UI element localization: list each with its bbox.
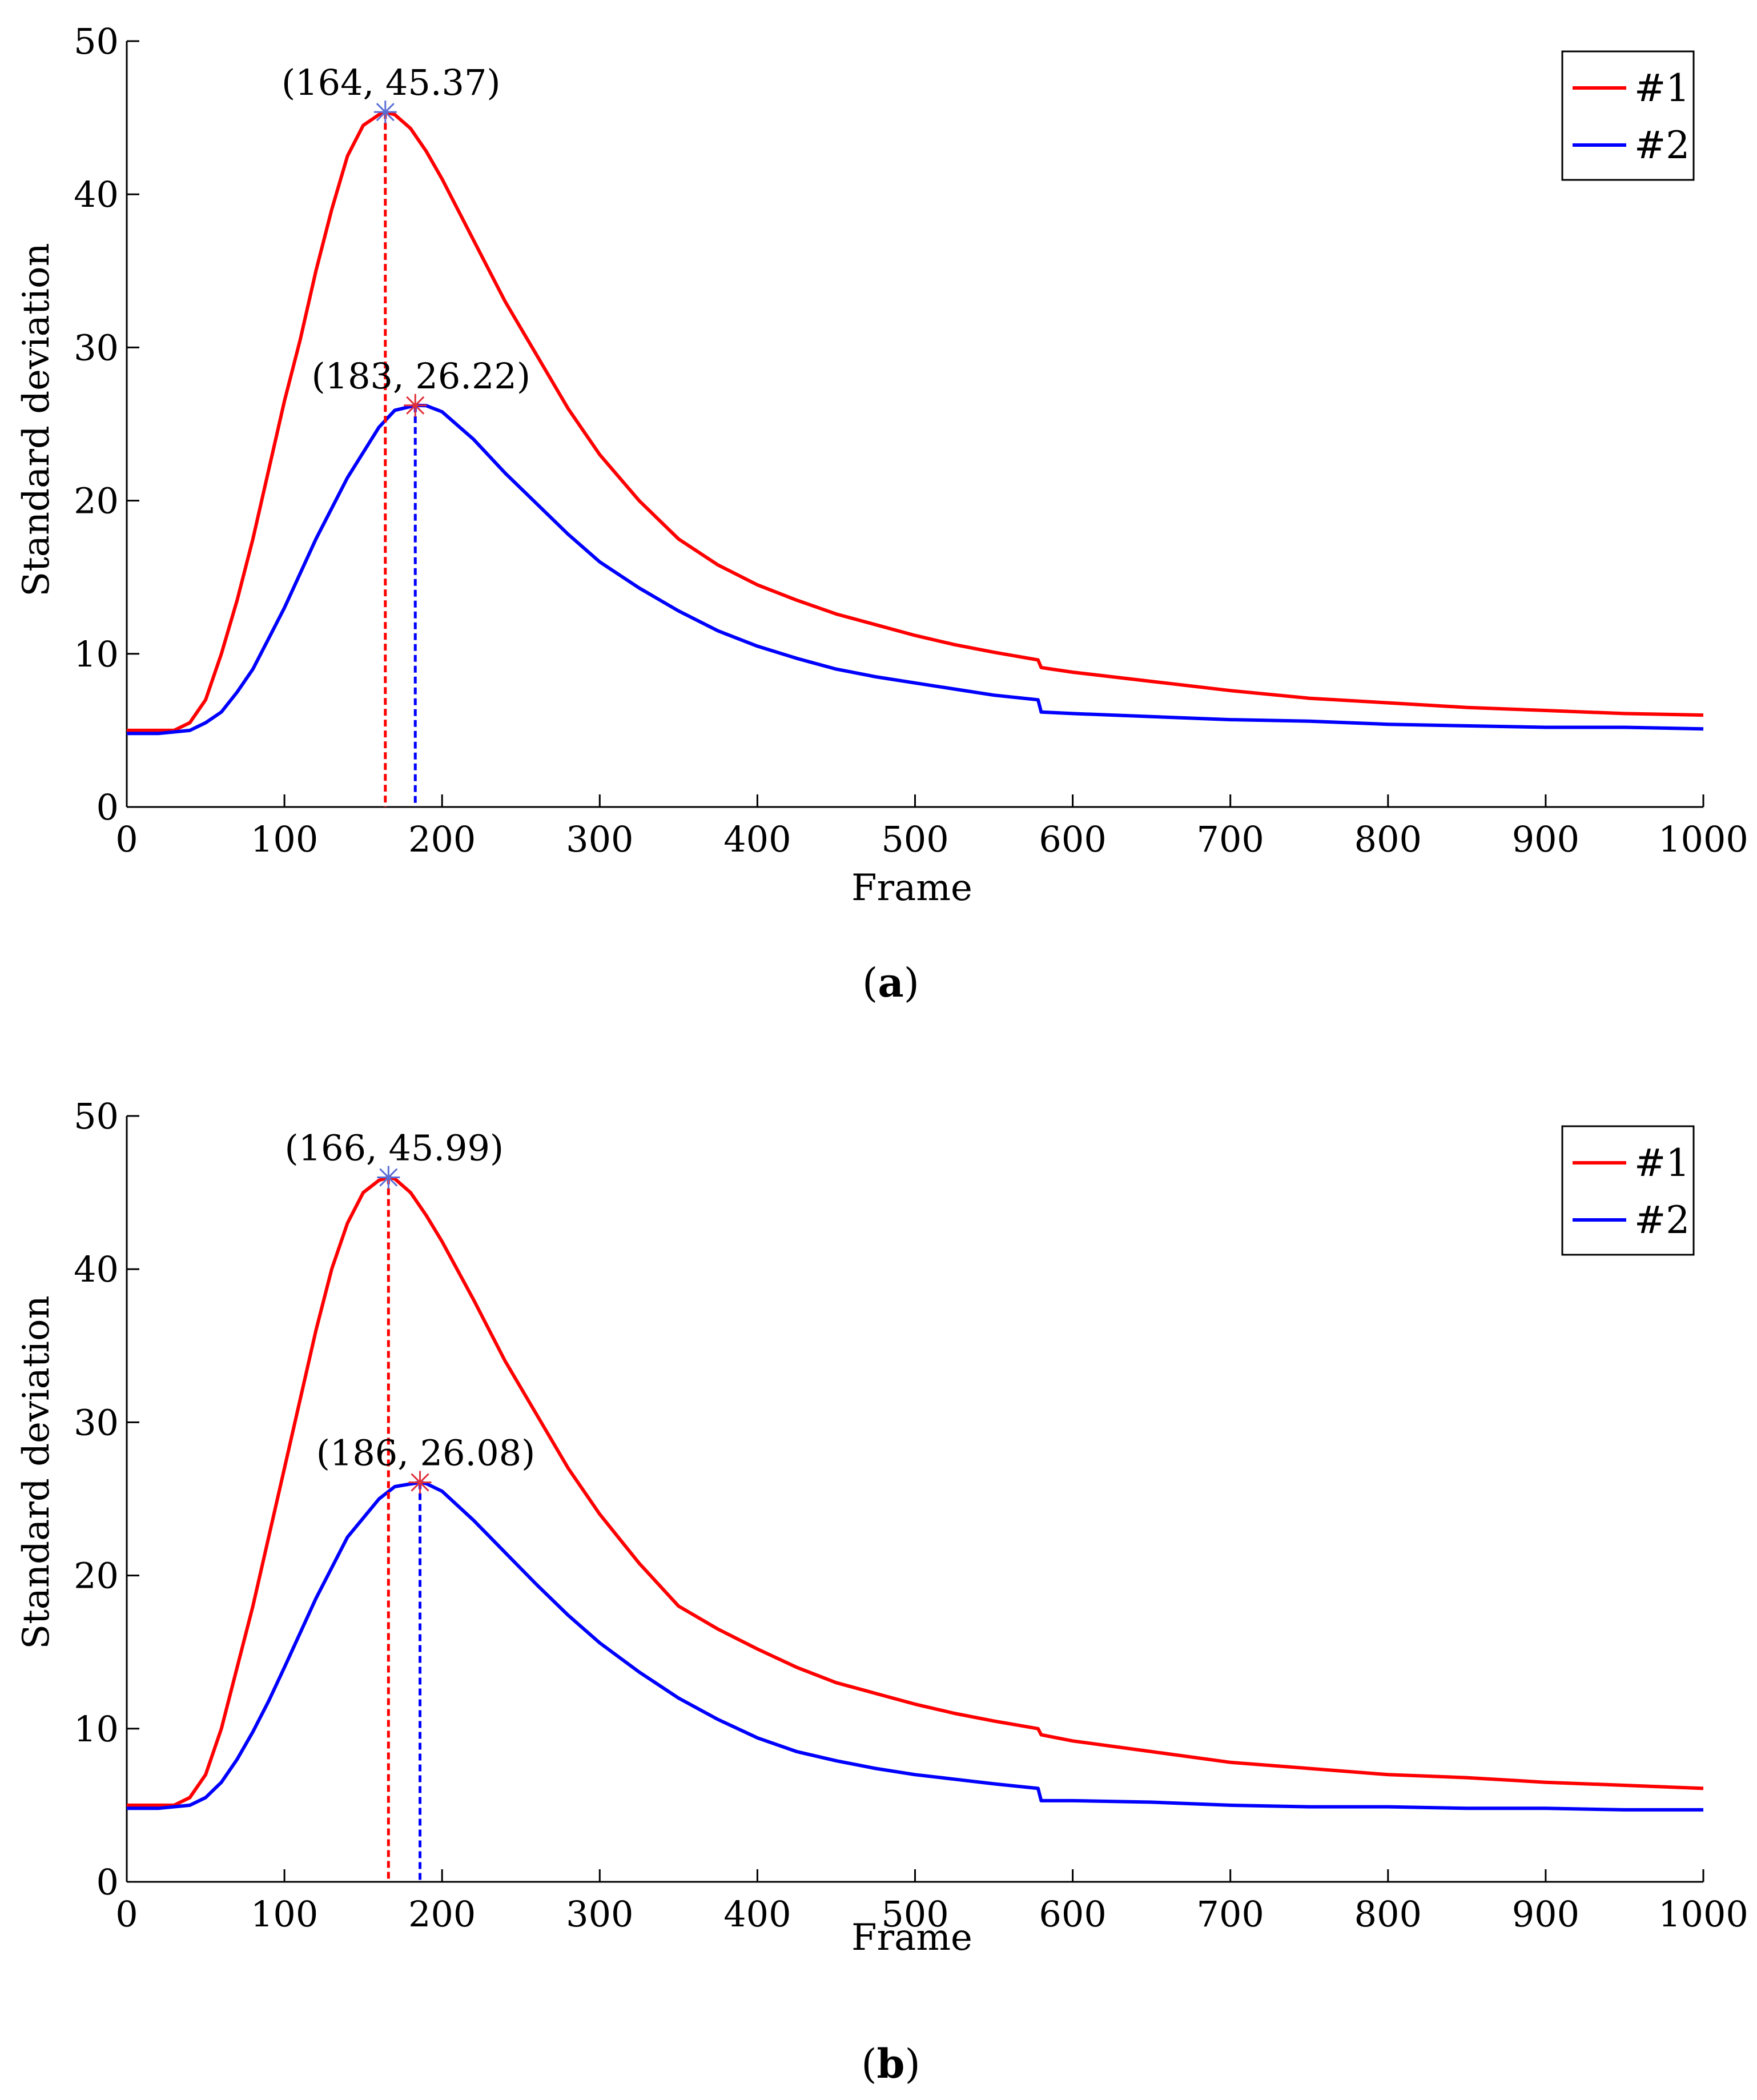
chart-a-ylabel: Standard deviation xyxy=(15,243,58,597)
chart-b-annotations: (166, 45.99) (186, 26.08) xyxy=(285,1127,536,1494)
chart-b-x-tick-label: 500 xyxy=(881,1893,948,1935)
chart-b-x-tick-label: 0 xyxy=(115,1893,138,1935)
chart-b-peak-marker-stroke xyxy=(379,1168,398,1187)
chart-a-legend-box xyxy=(1561,50,1695,181)
chart-b-x-tick-label: 900 xyxy=(1512,1893,1579,1935)
chart-b-peak-label-1: (166, 45.99) xyxy=(285,1127,504,1169)
chart-a-y-tick-label: 20 xyxy=(74,480,119,522)
chart-a-x-tick-label: 800 xyxy=(1354,818,1422,860)
chart-b-x-tick-label: 800 xyxy=(1354,1893,1422,1935)
chart-b-y-tick-label: 30 xyxy=(74,1402,119,1443)
chart-a-peak-marker-stroke xyxy=(406,396,425,415)
chart-a-y-tick-label: 40 xyxy=(74,174,119,215)
chart-b-legend: #1#2 xyxy=(1561,1125,1695,1256)
chart-a-x-tick-label: 300 xyxy=(566,818,633,860)
chart-b-x-tick-label: 200 xyxy=(408,1893,476,1935)
chart-b-x-tick-label: 300 xyxy=(566,1893,633,1935)
chart-a-y-tick-label: 0 xyxy=(97,786,119,828)
chart-panel-b: 0 100 200 300 400 500 600 700 800 900 1000 0 10 20 30 4… xyxy=(0,1050,1757,2099)
chart-b-x-tick-label: 600 xyxy=(1039,1893,1106,1935)
chart-a-xlabel: Frame xyxy=(851,867,972,909)
chart-a-x-tick-label: 200 xyxy=(408,818,476,860)
chart-b-x-tick-label: 400 xyxy=(723,1893,791,1935)
chart-b-ylabel: Standard deviation xyxy=(15,1295,58,1649)
chart-a-axes: 0 100 200 300 400 500 600 700 800 900 1000 0 10 20 30 4… xyxy=(74,21,1748,860)
chart-b-x-tick-label: 100 xyxy=(251,1893,318,1935)
chart-a-x-tick-label: 700 xyxy=(1197,818,1264,860)
chart-b-legend-label-1: #1 xyxy=(1634,1141,1690,1185)
chart-b-y-tick-label: 20 xyxy=(74,1555,119,1597)
chart-a-annotations: (164, 45.37) (183, 26.22) xyxy=(282,62,530,417)
chart-a-x-tick-label: 0 xyxy=(115,818,138,860)
chart-a-legend-label-2: #2 xyxy=(1634,123,1690,167)
chart-b-x-tick-label: 700 xyxy=(1197,1893,1264,1935)
chart-panel-a: 0 100 200 300 400 500 600 700 800 900 1000 0 10 20 30 4… xyxy=(15,21,1748,1006)
caption-b-close: ) xyxy=(904,2041,920,2087)
caption-a-open: ( xyxy=(862,959,878,1006)
chart-a-x-tick-label: 600 xyxy=(1039,818,1106,860)
chart-a-legend: #1#2 xyxy=(1561,50,1695,181)
chart-a-x-tick-label: 900 xyxy=(1512,818,1579,860)
chart-b-axes: 0 100 200 300 400 500 600 700 800 900 1000 0 10 20 30 4… xyxy=(74,1095,1748,1935)
chart-b-peak-marker-stroke xyxy=(411,1473,429,1492)
chart-a-series-layer xyxy=(127,110,1704,807)
chart-a-x-tick-label: 1000 xyxy=(1658,818,1748,860)
chart-b-peak-marker-2 xyxy=(408,1471,432,1494)
caption-a-letter: a xyxy=(878,959,903,1006)
chart-a-x-tick-label: 500 xyxy=(881,818,948,860)
chart-a-peak-label-2: (183, 26.22) xyxy=(311,355,530,397)
chart-b-legend-label-2: #2 xyxy=(1634,1198,1690,1242)
caption-b-open: ( xyxy=(861,2041,877,2087)
chart-a-x-tick-label: 100 xyxy=(251,818,318,860)
caption-b-letter: b xyxy=(877,2040,905,2087)
chart-b-y-tick-label: 40 xyxy=(74,1248,119,1290)
chart-a-peak-marker-1 xyxy=(373,101,397,124)
chart-b-x-tick-label: 1000 xyxy=(1658,1893,1748,1935)
chart-a-series-line-2 xyxy=(127,403,1704,736)
caption-a-close: ) xyxy=(904,959,919,1006)
chart-a-peak-label-1: (164, 45.37) xyxy=(282,62,501,103)
chart-a-y-tick-label: 10 xyxy=(74,633,119,675)
chart-b-svg: 0 100 200 300 400 500 600 700 800 900 1000 0 10 20 30 4… xyxy=(15,1095,1748,2087)
chart-b-series-line-2 xyxy=(127,1480,1703,1812)
chart-a-x-tick-label: 400 xyxy=(723,818,791,860)
chart-b-legend-box xyxy=(1561,1125,1695,1256)
chart-a-legend-label-1: #1 xyxy=(1634,66,1690,110)
caption-b: (b) xyxy=(861,2040,920,2087)
chart-b-y-tick-label: 0 xyxy=(97,1861,119,1903)
chart-a-y-tick-label: 50 xyxy=(74,21,119,62)
chart-a-svg: 0 100 200 300 400 500 600 700 800 900 1000 0 10 20 30 4… xyxy=(15,21,1748,1006)
chart-a-series-line-1 xyxy=(127,110,1704,732)
chart-a-peak-marker-stroke xyxy=(376,103,395,122)
chart-b-series-layer xyxy=(127,1175,1704,1882)
chart-a-peak-marker-2 xyxy=(404,394,427,417)
chart-b-y-tick-label: 50 xyxy=(74,1095,119,1137)
chart-b-series-line-1 xyxy=(127,1175,1704,1807)
chart-b-xlabel: Frame xyxy=(851,1917,972,1959)
chart-b-y-tick-label: 10 xyxy=(74,1708,119,1750)
chart-b-peak-marker-1 xyxy=(377,1166,400,1189)
chart-b-peak-label-2: (186, 26.08) xyxy=(316,1432,536,1474)
chart-a-y-tick-label: 30 xyxy=(74,327,119,368)
caption-a: (a) xyxy=(862,959,919,1006)
